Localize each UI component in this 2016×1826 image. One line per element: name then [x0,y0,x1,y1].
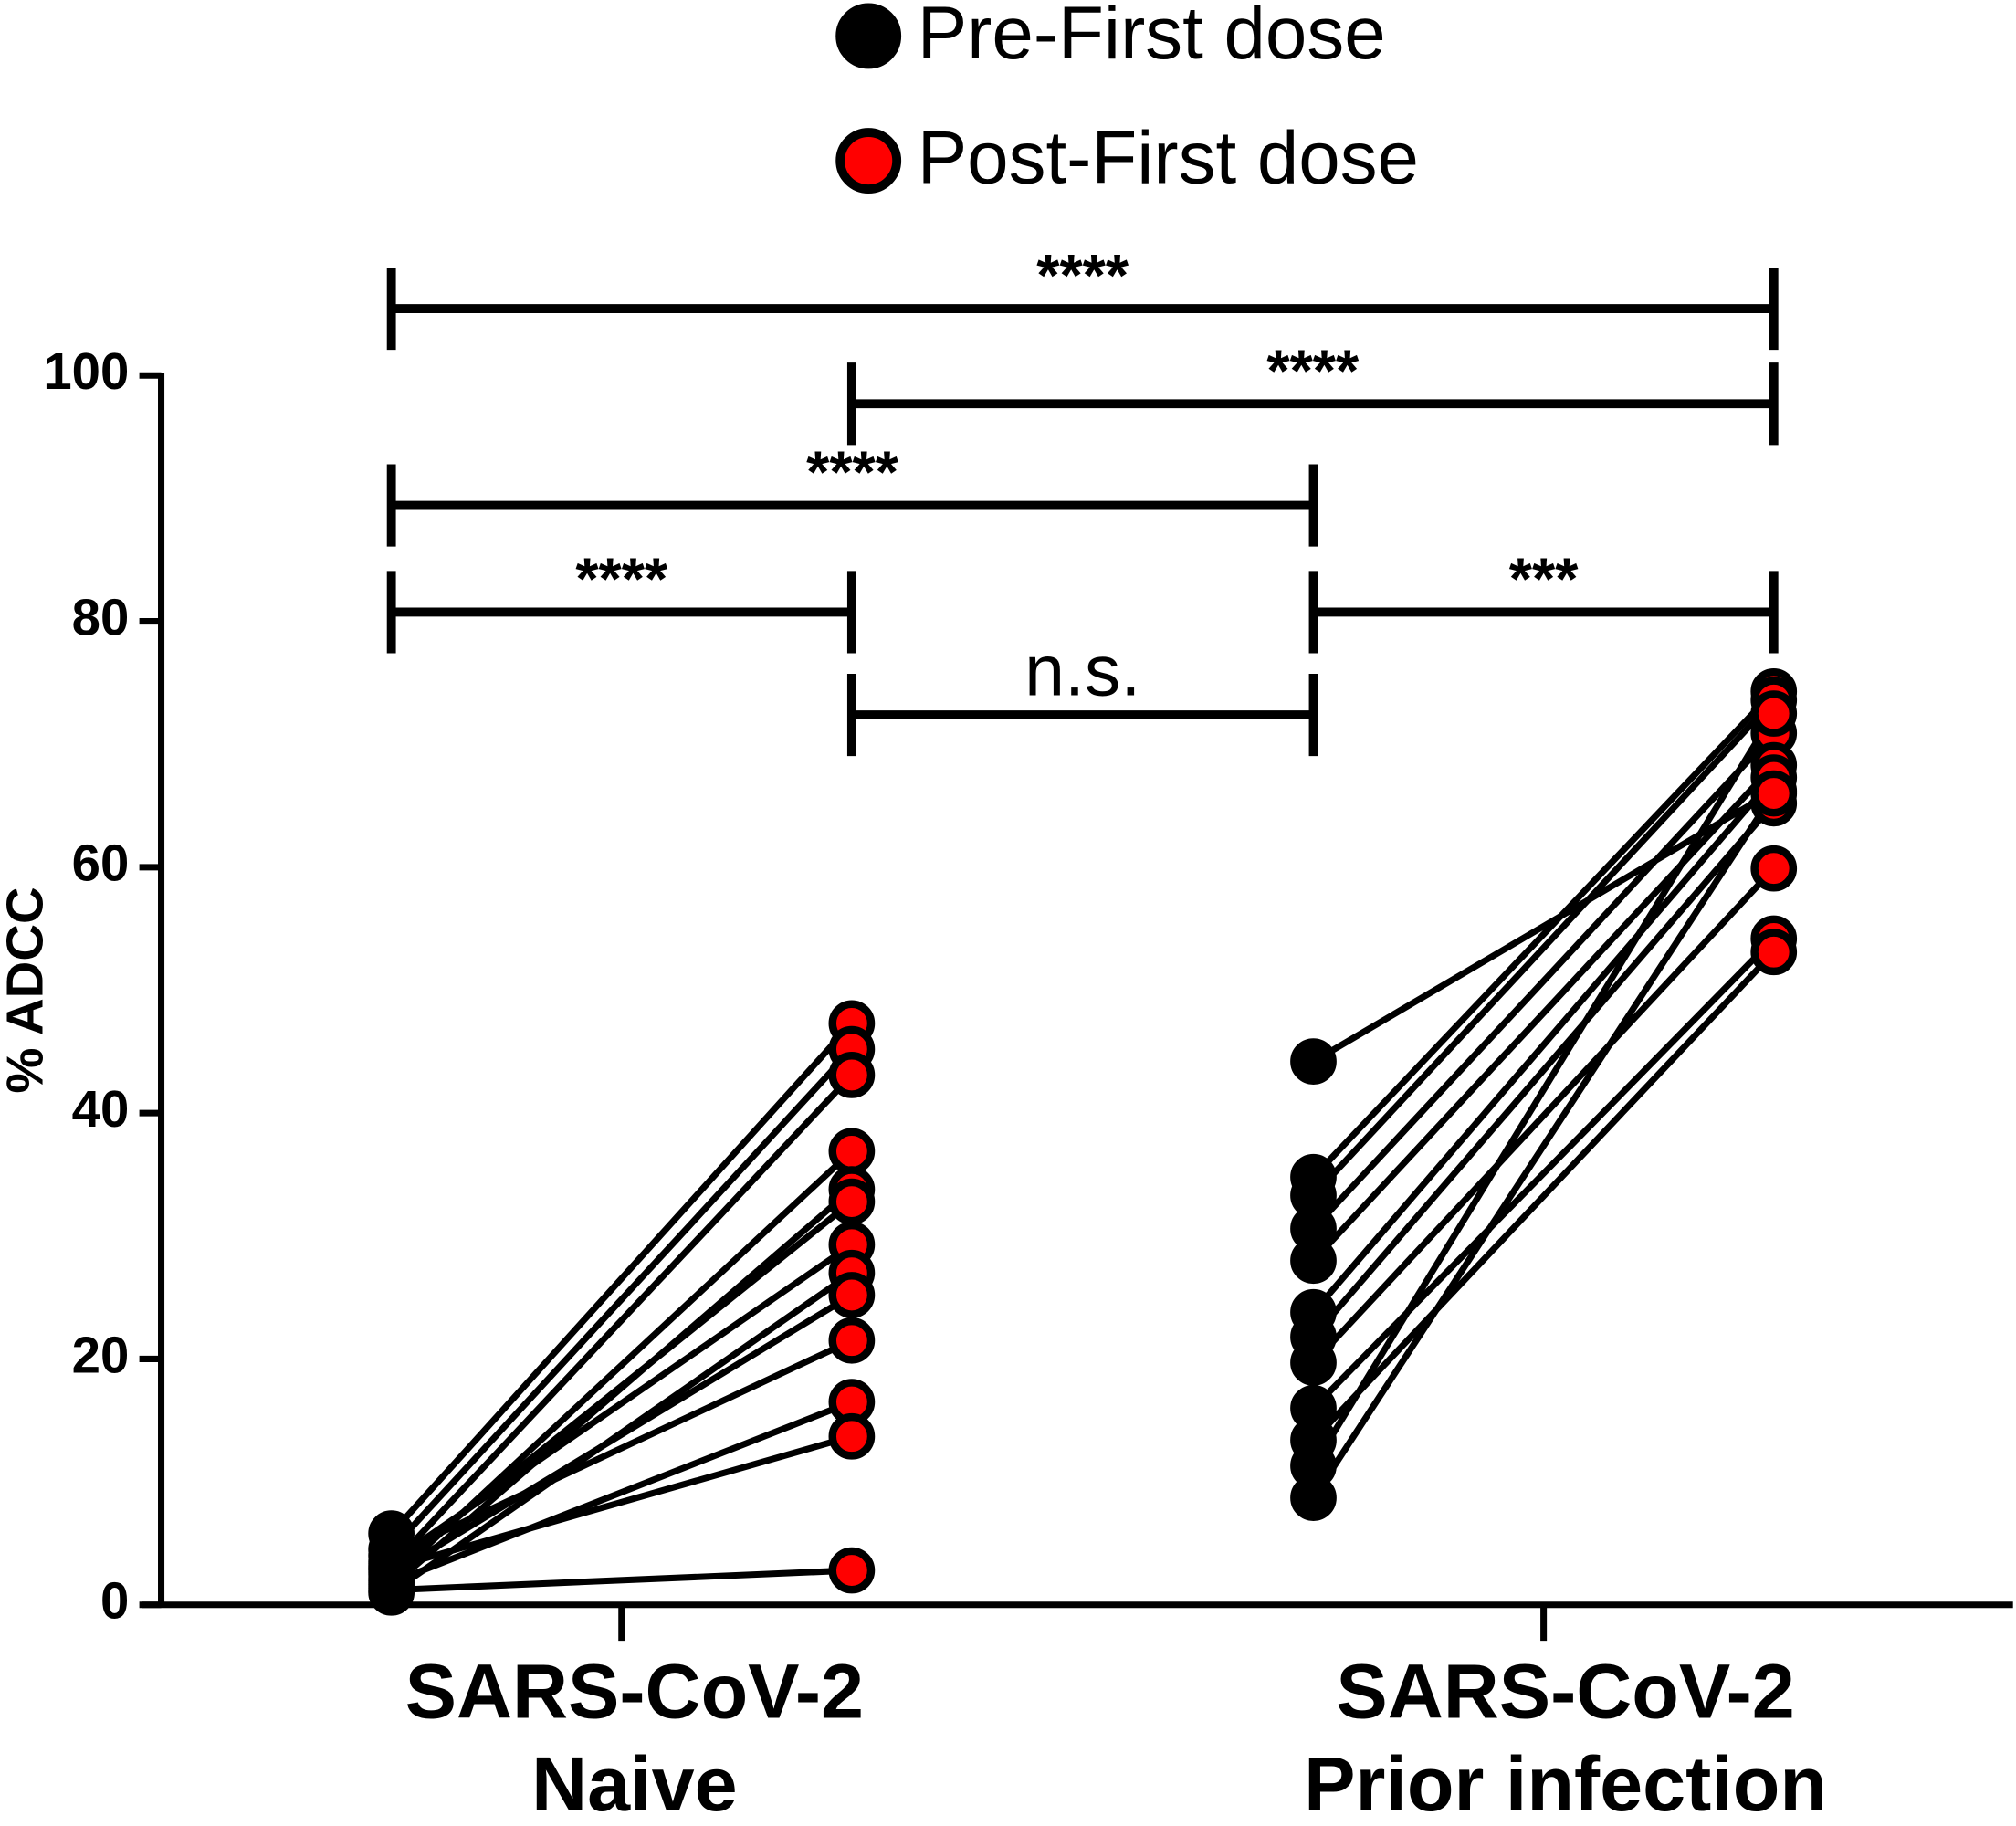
significance-label: *** [1509,546,1579,613]
pair-line [1310,688,1777,1180]
pair-line [389,1021,855,1537]
y-tick-label: 20 [72,1326,130,1383]
y-axis-label: % ADCC [0,887,53,1093]
data-point [1750,845,1798,892]
pair-line [390,1432,853,1571]
data-point [1750,929,1798,976]
legend-marker [835,3,902,69]
pair-line [389,1242,854,1565]
pair-line [1310,936,1777,1411]
pair-line [1310,775,1777,1315]
pair-line [389,1292,854,1578]
significance-label: **** [1266,337,1360,404]
data-point [1750,690,1798,737]
data-point [368,1567,415,1613]
y-tick-label: 0 [100,1572,129,1630]
data-point [1290,1474,1337,1521]
legend-label: Post-First dose [918,116,1419,199]
pair-line [1310,730,1777,1232]
data-point [828,1272,876,1318]
pair-line [390,1399,854,1586]
significance-label: **** [1036,242,1129,309]
x-tick-label: Prior infection [1304,1741,1827,1826]
pair-line [389,1073,855,1569]
data-point [1290,1237,1337,1285]
legend-label: Pre-First dose [918,0,1386,75]
y-tick-label: 60 [72,834,130,892]
legend-marker [835,128,902,194]
pair-line [1310,762,1777,1264]
y-tick-label: 80 [72,588,130,645]
pair-line [1310,950,1777,1443]
data-point [1750,770,1798,817]
data-point [828,1547,876,1594]
significance-label: **** [575,546,668,613]
pair-line [1310,866,1777,1365]
data-point [828,1317,876,1364]
pair-line [390,1338,854,1559]
pair-line [1310,792,1777,1500]
data-point [1290,1038,1337,1085]
pair-line [1310,801,1777,1339]
data-point [828,1178,876,1225]
x-tick-label: SARS-CoV-2 [405,1648,864,1734]
pair-line [391,1567,853,1594]
x-tick-label: SARS-CoV-2 [1336,1648,1794,1734]
y-tick-label: 40 [72,1080,130,1138]
y-tick-label: 100 [43,342,129,400]
pair-line [389,1046,855,1552]
data-point [828,1128,876,1175]
data-point [828,1412,876,1460]
data-point [828,1052,876,1098]
pair-line [1310,698,1777,1198]
significance-label: n.s. [1024,631,1140,711]
data-point [1290,1339,1337,1386]
x-tick-label: Naive [531,1741,737,1826]
significance-label: **** [806,439,899,506]
pair-line [1310,711,1777,1468]
